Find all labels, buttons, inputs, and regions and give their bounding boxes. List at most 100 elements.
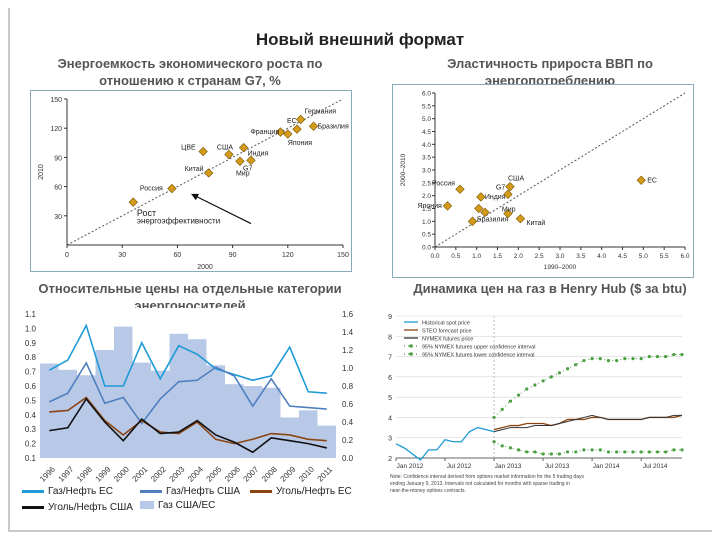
c3-ytick-right: 1.0 xyxy=(342,364,354,373)
c4-series-line-2 xyxy=(493,414,682,433)
c4-ytick-label: 7 xyxy=(388,355,392,362)
chart3-legend: Газ/Нефть ЕС Газ/Нефть США Уголь/Нефть Е… xyxy=(20,486,360,520)
c2-point-label: Индия xyxy=(485,194,506,201)
c4-ci-dot xyxy=(672,352,676,357)
c2-point xyxy=(515,214,526,224)
c2-ytick-label: 1.5 xyxy=(422,206,431,213)
c3-xtick-label: 2005 xyxy=(205,464,224,483)
c2-xtick-label: 6.0 xyxy=(680,253,689,260)
legend-label-coal-oil-eu: Уголь/Нефть ЕС xyxy=(276,486,352,497)
c3-ytick-right: 1.2 xyxy=(342,346,354,355)
c2-point xyxy=(474,203,484,214)
c2-point xyxy=(503,208,513,219)
c4-legend-label: Historical spot price xyxy=(422,321,470,327)
c3-xtick-label: 2000 xyxy=(112,464,131,483)
c4-legend-label: 95% NYMEX futures upper confidence inter… xyxy=(422,345,535,351)
c4-ytick-label: 9 xyxy=(388,314,392,321)
c3-xtick-label: 2002 xyxy=(149,464,168,483)
c4-ci-dot xyxy=(574,450,578,454)
swatch-coal-oil-eu xyxy=(250,489,272,493)
c3-xtick-label: 1997 xyxy=(57,464,76,483)
c1-point xyxy=(204,168,214,178)
c3-ytick-left: 0.2 xyxy=(25,440,37,449)
legend-label-coal-oil-us: Уголь/Нефть США xyxy=(48,502,133,513)
c4-ytick-label: 5 xyxy=(388,395,392,402)
c3-ytick-left: 0.4 xyxy=(25,411,37,420)
c4-ci-dot xyxy=(574,363,578,367)
c3-xtick-label: 2003 xyxy=(168,464,187,483)
c4-ci-dot xyxy=(664,354,668,359)
chart4-title: Динамика цен на газ в Henry Hub ($ за bt… xyxy=(413,281,687,296)
c4-xtick-label: Jan 2014 xyxy=(593,463,620,470)
chart4-panel: 2 3 4 5 6 7 8 9 Jan 2012 Jul 2012 Jan 2013 Jul 2013… xyxy=(382,308,692,514)
c2-point xyxy=(442,201,453,211)
chart3-panel: 0.1 0.2 0.3 0.4 0.5 0.6 0.7 0.8 0.9 1.0 1.1 0.0 0.2 0… xyxy=(12,308,372,486)
c4-ci-dot xyxy=(500,407,504,411)
c2-point-label: G7 xyxy=(496,184,505,191)
c1-point-label: Китай xyxy=(185,165,204,173)
c2-point-label: Россия xyxy=(432,180,455,187)
c4-ci-dot xyxy=(492,415,496,420)
c4-ci-dot xyxy=(516,448,521,452)
c3-ytick-left: 0.1 xyxy=(25,454,37,463)
c1-ytick-label: 150 xyxy=(50,97,62,104)
c1-point-label: G7 xyxy=(243,165,252,172)
c3-xtick-label: 2008 xyxy=(260,464,279,483)
c2-point xyxy=(505,182,515,192)
chart1-svg: 30 60 90 120 150 0 30 60 90 120 150 2000 2010 Ростэне… xyxy=(38,97,349,271)
c3-xtick-label: 2001 xyxy=(131,464,150,483)
legend-label-gas-us-eu: Газ США/ЕС xyxy=(158,500,216,511)
c1-point xyxy=(296,114,306,125)
c4-ci-dot xyxy=(541,379,545,383)
c4-ci-dot xyxy=(598,357,602,361)
c2-ytick-label: 1.0 xyxy=(422,219,431,226)
c4-legend-label: NYMEX futures price xyxy=(422,337,473,343)
c4-series-line-0 xyxy=(395,426,495,461)
c2-point-label: ЕС xyxy=(647,177,657,184)
c4-xtick-label: Jul 2014 xyxy=(643,463,668,470)
c2-xtick-label: 4.0 xyxy=(597,253,606,260)
c1-point-label: Россия xyxy=(140,186,163,193)
c4-xtick-label: Jan 2012 xyxy=(397,463,424,470)
c2-point xyxy=(467,216,478,227)
c1-ytick-label: 120 xyxy=(50,126,62,133)
chart1-title: Энергоемкость экономического роста по от… xyxy=(57,56,323,88)
c4-ytick-label: 8 xyxy=(388,334,392,341)
c1-point xyxy=(167,183,177,194)
c1-point-label: Мир xyxy=(236,170,250,177)
c2-ylabel: 2000–2010 xyxy=(400,153,407,186)
c1-point-label: Индия xyxy=(248,151,269,158)
c1-point xyxy=(238,142,249,153)
c4-ci-dot xyxy=(615,450,619,454)
c3-xtick-label: 1996 xyxy=(38,464,57,483)
c2-point xyxy=(455,184,465,194)
c4-ci-dot xyxy=(508,399,512,403)
c3-line-1 xyxy=(48,323,327,394)
c2-point xyxy=(636,175,646,185)
c2-ytick-label: 6.0 xyxy=(422,91,431,98)
c2-ytick-label: 4.0 xyxy=(422,142,431,149)
c3-bar xyxy=(40,363,59,458)
c4-ci-dot xyxy=(508,446,512,450)
c4-footnote-line: Note: Confidence interval derived from o… xyxy=(390,474,584,480)
c3-ytick-right: 0.4 xyxy=(342,418,354,427)
c3-line-2 xyxy=(48,361,327,425)
c4-ci-dot xyxy=(647,354,651,359)
c1-xtick-label: 150 xyxy=(337,252,349,259)
c1-point xyxy=(198,146,208,157)
c4-ci-dot xyxy=(606,359,611,363)
c3-bar xyxy=(206,365,225,458)
c4-ci-dot xyxy=(525,450,529,454)
c2-xtick-label: 3.5 xyxy=(576,253,585,260)
c1-point xyxy=(308,121,319,131)
c1-point xyxy=(235,156,245,166)
c4-ci-dot xyxy=(680,448,684,452)
c2-point xyxy=(476,192,486,202)
c1-point-label: Бразилия xyxy=(318,123,349,130)
c4-ci-dot xyxy=(655,450,660,454)
c3-xtick-label: 2009 xyxy=(279,464,298,483)
c2-xtick-label: 2.0 xyxy=(514,253,523,260)
c3-xtick-label: 2011 xyxy=(316,465,335,484)
c4-ci-dot xyxy=(533,450,537,454)
c4-ci-dot xyxy=(615,359,619,363)
